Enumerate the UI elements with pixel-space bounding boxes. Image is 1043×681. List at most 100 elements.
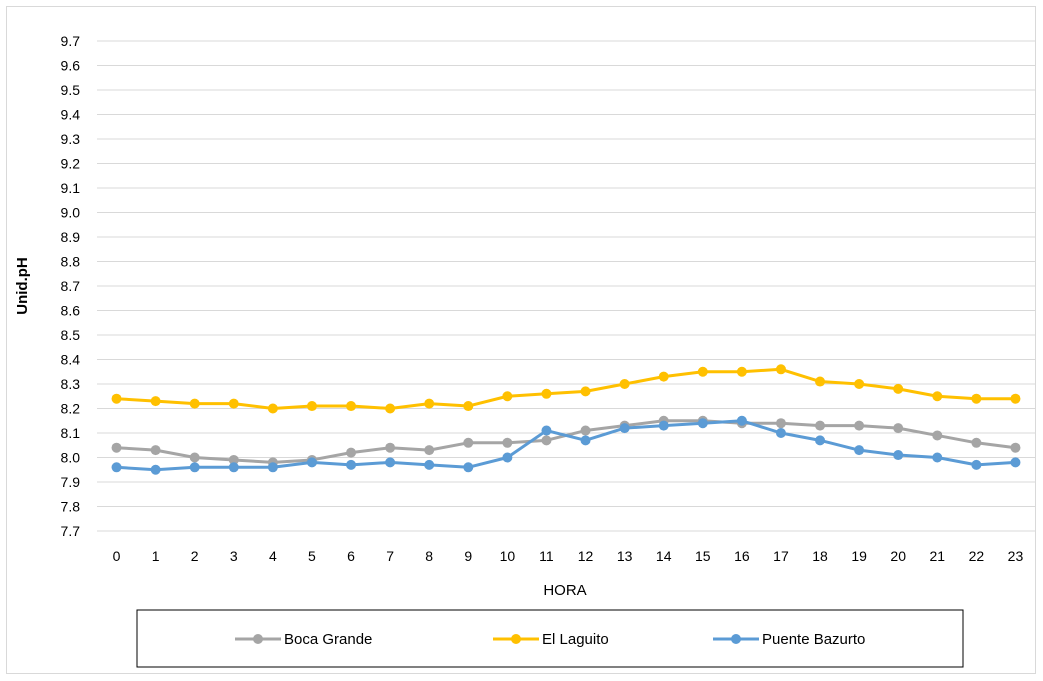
y-tick-label: 9.3 [61,131,81,147]
data-point [424,445,435,456]
x-tick-label: 4 [269,548,277,564]
data-point [932,452,943,463]
legend-swatch-marker [511,634,521,644]
data-point [306,401,317,412]
series-line [116,419,1016,464]
x-tick-label: 5 [308,548,316,564]
y-tick-label: 8.1 [61,425,81,441]
gridlines [97,40,1035,507]
data-point [736,366,747,377]
series-boca-grande [111,415,1021,468]
data-point [150,396,161,407]
data-point [658,371,669,382]
data-point [736,415,747,426]
y-tick-label: 8.2 [61,401,81,417]
data-point [541,435,552,446]
x-tick-label: 16 [734,548,750,564]
data-point [385,457,396,468]
data-point [111,462,122,473]
data-point [815,376,826,387]
data-point [619,379,630,389]
data-point [346,401,357,412]
data-point [932,430,943,441]
data-point [228,454,239,465]
data-point [111,442,122,453]
y-tick-label: 9.4 [61,107,81,123]
data-point [150,464,161,475]
data-point [893,450,904,461]
data-point [971,459,982,470]
data-point [1010,457,1021,468]
x-tick-label: 10 [500,548,516,564]
x-tick-label: 13 [617,548,633,564]
x-tick-label: 8 [425,548,433,564]
data-point [111,393,122,404]
data-point [893,383,904,394]
data-point [502,437,513,448]
data-point [893,423,904,434]
legend-item: Puente Bazurto [713,631,865,648]
y-tick-label: 8.0 [61,450,81,466]
legend-swatch-marker [253,634,263,644]
x-tick-label: 3 [230,548,238,564]
data-point [228,462,239,473]
data-point [541,425,552,436]
data-point [580,386,591,397]
data-point [306,457,317,468]
data-point [150,445,161,456]
data-point [189,398,200,409]
y-tick-label: 9.0 [61,205,81,221]
data-point [775,418,786,429]
data-point [1010,393,1021,404]
y-tick-label: 9.6 [61,58,81,74]
data-point [580,425,591,436]
x-tick-label: 11 [539,548,554,564]
y-tick-label: 8.5 [61,327,81,343]
y-axis-title: Unid.pH [14,257,31,315]
data-point [697,418,708,429]
y-tick-label: 9.2 [61,156,81,172]
y-tick-label: 9.7 [61,33,81,49]
data-point [346,459,357,470]
y-tick-label: 7.9 [61,474,81,490]
data-point [385,442,396,453]
y-axis-ticks: 7.7 7.8 7.9 8.0 8.1 8.2 8.3 8.4 8.5 8.6 8.7 8.8 8.9 9… [61,33,81,539]
data-point [971,437,982,448]
x-tick-label: 7 [386,548,394,564]
data-point [346,447,357,458]
data-point [815,420,826,431]
data-point [619,423,630,434]
data-point [697,366,708,377]
data-point [1010,442,1021,453]
data-point [463,401,474,412]
data-point [658,420,669,431]
data-point [502,452,513,463]
x-tick-label: 18 [812,548,828,564]
data-point [775,428,786,438]
y-tick-label: 7.8 [61,499,81,515]
y-tick-label: 7.7 [61,523,81,539]
data-point [775,364,786,375]
y-tick-label: 9.1 [61,180,81,196]
y-tick-label: 8.9 [61,229,81,245]
y-tick-label: 8.3 [61,376,81,392]
x-tick-label: 12 [578,548,594,564]
x-tick-label: 14 [656,548,672,564]
data-point [267,403,278,414]
data-point [815,435,826,446]
legend-swatch-marker [731,634,741,644]
x-tick-label: 6 [347,548,355,564]
data-point [228,398,239,409]
series-line [116,419,1016,472]
legend-label: El Laguito [542,631,609,648]
data-point [580,435,591,446]
legend-item: El Laguito [493,631,609,648]
data-point [854,445,865,456]
data-point [189,462,200,473]
chart-frame [6,6,1036,674]
data-point [463,437,474,448]
x-tick-label: 20 [890,548,906,564]
data-point [971,393,982,404]
data-point [267,462,278,473]
